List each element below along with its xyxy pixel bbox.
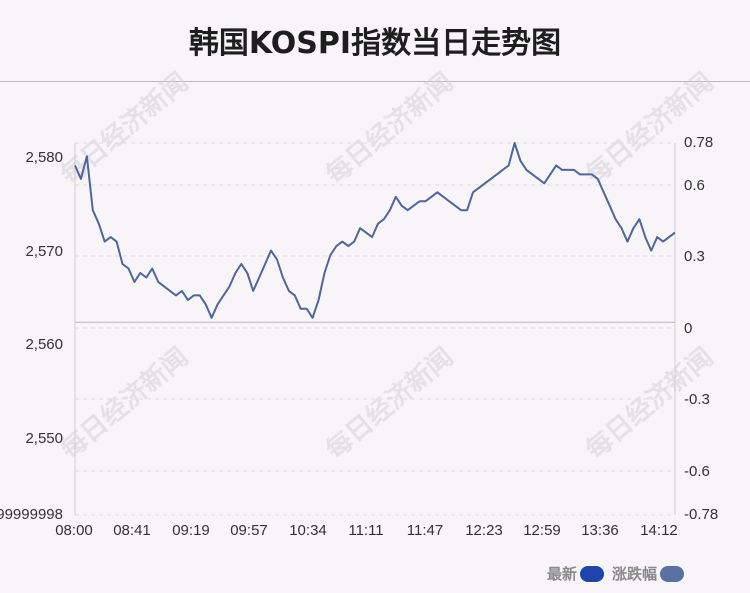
y-left-tick-label: 2,580 <box>25 149 63 166</box>
y-right-tick-label: 0.78 <box>684 134 713 151</box>
x-tick-label: 11:11 <box>348 522 383 539</box>
legend-swatch-latest <box>579 565 604 582</box>
tick-label-layer: 2,580 2,570 2,560 2,550 2539.9999999999998 0.… <box>0 134 718 539</box>
watermark-text: 每日经济新闻 <box>55 341 194 465</box>
legend: 最新 涨跌幅 <box>547 563 684 584</box>
y-right-tick-label: -0.78 <box>684 506 718 523</box>
watermark-text: 每日经济新闻 <box>320 341 459 465</box>
legend-swatch-change <box>660 565 684 582</box>
x-tick-label: 14:12 <box>640 522 678 539</box>
x-tick-label: 09:57 <box>230 522 268 539</box>
x-tick-label: 10:34 <box>289 522 327 539</box>
x-tick-label: 09:19 <box>172 522 210 539</box>
watermark-text: 每日经济新闻 <box>320 66 459 190</box>
axes-layer <box>74 143 676 515</box>
y-left-tick-label: 2,560 <box>25 336 63 353</box>
price-line <box>74 142 676 319</box>
y-right-tick-label: 0.6 <box>684 177 705 194</box>
y-right-tick-label: 0 <box>684 320 692 337</box>
y-right-tick-label: 0.3 <box>684 248 705 265</box>
x-tick-label: 08:41 <box>113 522 151 539</box>
title-divider <box>0 81 750 82</box>
y-right-tick-label: -0.3 <box>684 391 710 408</box>
x-tick-label: 12:59 <box>523 522 561 539</box>
y-left-tick-label: 2,550 <box>25 430 63 447</box>
chart-title: 韩国KOSPI指数当日走势图 <box>188 26 562 61</box>
x-tick-label: 12:23 <box>465 522 503 539</box>
x-tick-label: 11:47 <box>407 522 443 539</box>
legend-item-latest: 最新 <box>547 563 604 584</box>
y-left-tick-label: 2539.9999999999998 <box>0 506 63 523</box>
grid-layer <box>75 142 675 516</box>
y-right-tick-label: -0.6 <box>684 463 710 480</box>
legend-item-change: 涨跌幅 <box>612 563 684 584</box>
x-tick-label: 08:00 <box>55 522 93 539</box>
legend-label-change: 涨跌幅 <box>611 565 657 583</box>
y-left-tick-label: 2,570 <box>25 243 63 260</box>
watermark-text: 每日经济新闻 <box>580 66 719 190</box>
watermark-text: 每日经济新闻 <box>55 66 194 190</box>
x-tick-label: 13:36 <box>581 522 619 539</box>
legend-label-latest: 最新 <box>546 565 577 583</box>
